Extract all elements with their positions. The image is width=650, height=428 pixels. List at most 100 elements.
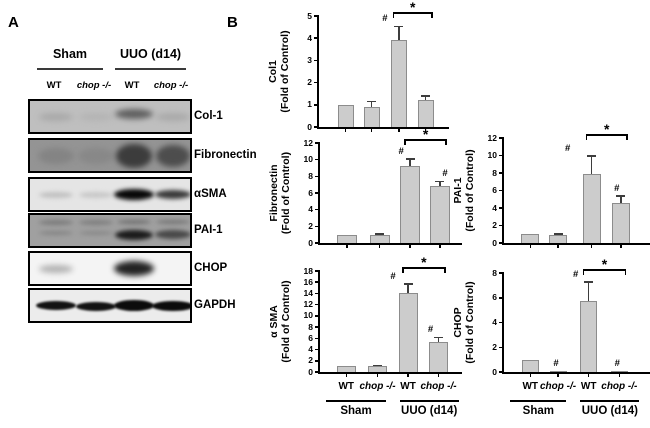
y-tick-label: 14 [303,287,313,298]
bar-WT [398,293,418,372]
y-tick-mark [315,142,320,144]
y-tick-mark [499,137,504,139]
blot-row-label: αSMA [194,188,227,200]
group-underline [115,68,186,70]
y-tick-mark [315,208,320,211]
sig-bracket-end [582,269,585,275]
bar-WT [521,234,540,243]
x-tick-mark [439,245,441,248]
blot-chop [28,251,192,286]
y-tick-mark [499,371,504,373]
error-bar [409,158,411,167]
error-bar [424,95,427,101]
y-tick-label: 10 [487,150,497,160]
error-bar [439,181,441,186]
y-tick-mark [315,281,320,283]
blot-band [79,230,113,235]
y-tick-label: 12 [487,132,497,143]
blot-αsma [28,177,192,212]
y-tick-label: 0 [308,366,313,377]
y-tick-label: 4 [492,317,497,327]
blot-band [156,144,190,167]
y-axis-label: CHOP (Fold of Control) [452,273,486,372]
error-bar-cap [373,364,382,366]
hash-significance: # [573,268,579,280]
x-tick-mark [409,245,411,248]
y-axis-label-units: (Fold of Control) [280,151,293,235]
chart-plot-col1: 0 1 2 3 4 5 # * Col1 (Fold of Control) [267,0,449,132]
blot-band [38,147,74,164]
blot-band [39,264,73,273]
blot-band [76,302,116,311]
y-tick-mark [499,224,504,227]
y-tick-mark [499,346,504,348]
sig-bracket-end [404,139,406,145]
y-tick-label: 4 [307,32,312,43]
y-tick-label: 8 [308,321,313,332]
panel-a-label: A [8,14,19,31]
x-category-label: WT [400,381,416,392]
blot-band [36,301,76,310]
x-category-label: WT [338,381,355,392]
error-bar [398,26,400,41]
y-tick-mark [315,242,320,244]
blot-band [79,191,113,198]
bar-chop-/- [549,234,568,243]
blot-row-label: Fibronectin [194,149,257,161]
bar-WT [390,40,407,127]
hash-significance: # [614,358,620,370]
x-category-label: chop -/- [539,381,577,392]
y-tick-label: 0 [492,237,497,248]
bar-WT [337,104,354,127]
error-bar-cap [405,158,415,160]
x-tick-mark [557,245,559,248]
chart-plot-chop: 0 2 4 6 8 # # # * CHOP (Fold of Control) WT chop -/-… [452,256,650,417]
x-tick-mark [529,374,532,377]
x-group-label: UUO (d14) [401,405,458,417]
y-tick-mark [315,315,320,317]
y-tick-mark [315,337,320,340]
bar-chop-/- [368,365,387,372]
sig-bracket-line [582,269,627,271]
y-axis-label-units: (Fold of Control) [464,149,477,232]
y-tick-label: 8 [492,167,497,178]
sig-bracket-line [585,134,628,136]
y-tick-mark [315,192,320,194]
x-category-label: chop -/- [601,381,638,392]
y-tick-label: 0 [307,121,312,132]
y-tick-mark [314,59,319,62]
error-bar-cap [616,195,626,197]
bar-WT [521,359,539,372]
blot-gapdh [28,288,192,323]
y-axis-label: Col1 (Fold of Control) [267,16,301,127]
sig-bracket-line [404,139,447,141]
y-tick-label: 6 [492,292,497,303]
x-tick-mark [529,245,532,248]
sig-bracket-end [444,267,446,273]
error-bar-cap [584,281,594,283]
y-tick-mark [315,175,320,178]
blot-row-label: Col-1 [194,110,223,122]
error-bar [590,155,593,174]
error-bar-cap [403,283,413,285]
bar-WT [336,366,356,372]
x-tick-mark [587,374,590,377]
blot-band [117,219,151,224]
y-axis-label-title: CHOP [452,307,464,338]
y-tick-mark [314,81,319,84]
blot-row-label: GAPDH [194,299,236,311]
chart-plot-pai-1: 0 2 4 6 8 10 12 # # * PAI-1 (Fold of Control) [452,121,650,248]
error-bar [587,281,590,302]
error-bar-cap [367,100,377,103]
hash-significance: # [390,270,396,282]
x-group-label: Sham [340,405,372,417]
y-tick-mark [315,270,320,272]
blot-row-label: PAI-1 [194,224,223,236]
bar-chop-/- [610,371,628,372]
error-bar-cap [435,180,445,183]
group-underline [580,400,640,402]
y-axis-label-units: (Fold of Control) [464,281,477,364]
blot-band [39,230,73,235]
x-group-label: UUO (d14) [581,405,638,417]
y-tick-mark [315,371,320,373]
